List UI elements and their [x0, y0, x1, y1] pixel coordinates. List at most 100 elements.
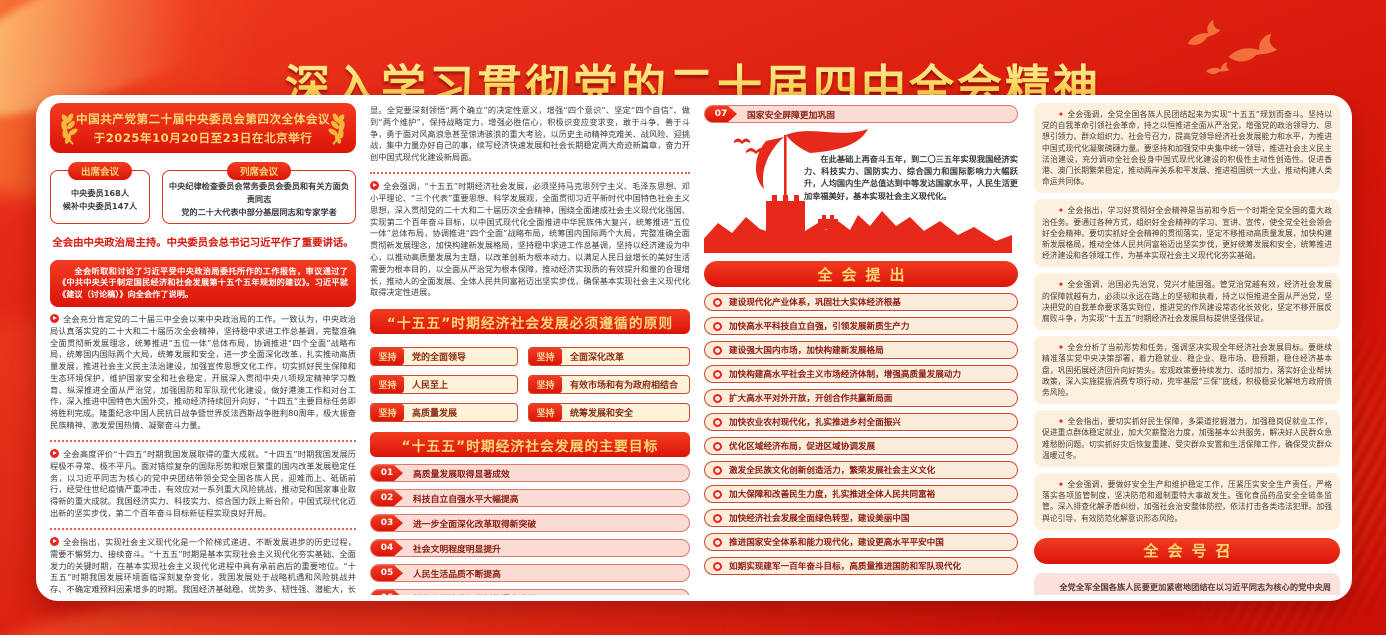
laurel-icon [61, 113, 78, 145]
proposal-item: 加快农业农村现代化，扎实推进乡村全面振兴 [704, 413, 1018, 431]
goal-number: 05 [371, 565, 403, 582]
proposal-item: 推进国家安全体系和能力现代化，建设更高水平平安中国 [704, 533, 1018, 551]
paragraph-card: ✦ 全会强调，治国必先治党，党兴才能国强。管党治党越有效，经济社会发展的保障就越有… [1034, 273, 1340, 331]
arrow-bullet-icon [370, 181, 379, 191]
host-statement: 全会由中央政治局主持。中央委员会总书记习近平作了重要讲话。 [52, 237, 354, 249]
goal-item: 01 高质量发展取得显著成效 [370, 464, 690, 483]
principle-chip: 坚持 [371, 404, 404, 422]
arrow-bullet-icon [50, 449, 59, 459]
attend-label: 出席会议 [67, 162, 133, 180]
attend-line: 候补中央委员147人 [62, 200, 138, 211]
goal-number: 03 [371, 515, 403, 532]
circle-bullet-icon [713, 489, 722, 499]
plenum-proposals-banner: 全会提出 [704, 261, 1018, 287]
principle-pill: 坚持 高质量发展 [370, 403, 518, 423]
principle-chip: 坚持 [529, 404, 562, 422]
star-bullet-icon: ✦ [1057, 417, 1065, 427]
session-banner: 中国共产党第二十届中央委员会第四次全体会议 于2025年10月20日至23日在北… [50, 103, 356, 153]
attend-line: 中央委员168人 [70, 187, 130, 198]
dotted-divider [370, 172, 690, 175]
observe-box: 列席会议 中央纪律检查委员会常务委员会委员和有关方面负责同志 党的二十大代表中部… [162, 162, 356, 224]
circle-bullet-icon [713, 441, 722, 451]
goal-number: 01 [371, 465, 403, 482]
circle-bullet-icon [713, 417, 722, 427]
report-box: 全会听取和讨论了习近平受中央政治局委托所作的工作报告，审议通过了《中共中央关于制… [50, 259, 356, 307]
dotted-divider [50, 440, 356, 443]
proposal-item: 加快构建高水平社会主义市场经济体制，增强高质量发展动力 [704, 365, 1018, 383]
proposal-item: 加快高水平科技自立自强，引领发展新质生产力 [704, 317, 1018, 335]
goals-title-banner: “十五五”时期经济社会发展的主要目标 [370, 432, 690, 458]
proposal-item: 建设现代化产业体系，巩固壮大实体经济根基 [704, 293, 1018, 311]
paragraph: 全会强调，“十五五”时期经济社会发展，必须坚持马克思列宁主义、毛泽东思想、邓小平… [370, 181, 690, 298]
goal-item: 06 美丽中国建设取得新的重大进展 [370, 589, 690, 595]
arrow-bullet-icon [50, 537, 59, 547]
principle-chip: 坚持 [371, 348, 404, 366]
attendance-boxes: 出席会议 中央委员168人 候补中央委员147人 列席会议 中央纪律检查委员会常… [50, 162, 356, 224]
goal-number: 04 [371, 540, 403, 557]
circle-bullet-icon [713, 513, 722, 523]
session-banner-line1: 中国共产党第二十届中央委员会第四次全体会议 [76, 111, 330, 126]
circle-bullet-icon [713, 369, 722, 379]
plenum-call-banner: 全会号召 [1034, 537, 1340, 564]
proposal-item: 激发全民族文化创新创造活力，繁荣发展社会主义文化 [704, 461, 1018, 479]
paragraph-card: ✦ 全会强调，全党全国各族人民团结起来为实现“十五五”规划而奋斗。坚持以党的自我革… [1034, 103, 1340, 194]
star-bullet-icon: ✦ [1057, 206, 1065, 216]
principle-pill: 坚持 统筹发展和安全 [528, 403, 690, 423]
paragraph-card: ✦ 全会强调，要做好安全生产和维护稳定工作，压紧压实安全生产责任，严格落实各项监管… [1034, 473, 1340, 530]
principle-pill: 坚持 党的全面领导 [370, 347, 518, 367]
call-text: 全党全军全国各族人民要更加紧密地团结在以习近平同志为核心的党中央周围，为基本实现… [1043, 581, 1331, 595]
principle-chip: 坚持 [529, 376, 562, 394]
principle-pill: 坚持 有效市场和有为政府相结合 [528, 375, 690, 395]
proposal-list: 建设现代化产业体系，巩固壮大实体经济根基 加快高水平科技自立自强，引领发展新质生… [704, 293, 1018, 575]
proposal-item: 加快经济社会发展全面绿色转型，建设美丽中国 [704, 509, 1018, 527]
circle-bullet-icon [713, 297, 722, 307]
attend-box: 出席会议 中央委员168人 候补中央委员147人 [50, 162, 150, 224]
arrow-bullet-icon [50, 313, 59, 323]
paragraph: 全会指出，实现社会主义现代化是一个阶梯式递进、不断发展进步的历史过程，需要不懈努… [50, 537, 356, 595]
circle-bullet-icon [713, 537, 722, 547]
proposal-item: 建设强大国内市场，加快构建新发展格局 [704, 341, 1018, 359]
circle-bullet-icon [713, 393, 722, 403]
paragraph: 全会充分肯定党的二十届三中全会以来中央政治局的工作。一致认为，中央政治局认真落实… [50, 313, 356, 431]
column-principles-goals: 显。全党要深刻领悟“两个确立”的决定性意义，增强“四个意识”、坚定“四个自信”、… [370, 103, 690, 595]
content-panel: 中国共产党第二十届中央委员会第四次全体会议 于2025年10月20日至23日在北… [36, 95, 1352, 601]
star-bullet-icon: ✦ [1057, 343, 1065, 353]
paragraph: 全会高度评价“十四五”时期我国发展取得的重大成就。“十四五”时期我国发展历程极不… [50, 449, 356, 519]
circle-bullet-icon [713, 465, 722, 475]
report-text: 全会听取和讨论了习近平受中央政治局委托所作的工作报告，审议通过了《中共中央关于制… [58, 265, 348, 300]
goal-item: 07 国家安全屏障更加巩固 [704, 105, 1018, 123]
circle-bullet-icon [713, 345, 722, 355]
laurel-icon [328, 113, 345, 145]
column-session-info: 中国共产党第二十届中央委员会第四次全体会议 于2025年10月20日至23日在北… [50, 103, 356, 595]
goals-list: 01 高质量发展取得显著成效 02 科技自立自强水平大幅提高 03 进一步全面深… [370, 464, 690, 595]
column-plenum-proposals: 07 国家安全屏障更加巩固 在此基础上再奋斗五年， [704, 103, 1018, 595]
principles-grid: 坚持 党的全面领导 坚持 全面深化改革 坚持 人民至上 坚持 有效市场和有为政府… [370, 347, 690, 423]
proposal-item: 扩大高水平对外开放，开创合作共赢新局面 [704, 389, 1018, 407]
star-bullet-icon: ✦ [1057, 110, 1065, 119]
session-banner-line2: 于2025年10月20日至23日在北京举行 [93, 130, 313, 145]
star-bullet-icon: ✦ [1057, 480, 1065, 490]
proposal-item: 加大保障和改善民生力度，扎实推进全体人民共同富裕 [704, 485, 1018, 503]
vision-block: 在此基础上再奋斗五年，到二〇三五年实现我国经济实力、科技实力、国防实力、综合国力… [704, 127, 1018, 253]
principle-pill: 坚持 全面深化改革 [528, 347, 690, 367]
proposal-item: 优化区域经济布局，促进区域协调发展 [704, 437, 1018, 455]
principle-chip: 坚持 [529, 348, 562, 366]
doves-icon [1174, 16, 1294, 86]
star-bullet-icon: ✦ [1057, 280, 1065, 290]
circle-bullet-icon [713, 561, 722, 571]
goal-number: 06 [371, 590, 403, 595]
paragraph-continuation: 显。全党要深刻领悟“两个确立”的决定性意义，增强“四个意识”、坚定“四个自信”、… [370, 105, 690, 163]
goal-item: 05 人民生活品质不断提高 [370, 564, 690, 583]
observe-label: 列席会议 [226, 162, 292, 180]
principle-pill: 坚持 人民至上 [370, 375, 518, 395]
goal-item: 03 进一步全面深化改革取得新突破 [370, 514, 690, 533]
paragraph-card: ✦ 全会指出，学习好贯彻好全会精神是当前和今后一个时期全党全国的重大政治任务。要通… [1034, 199, 1340, 268]
paragraph-card: ✦ 全会分析了当前形势和任务，强调坚决实现全年经济社会发展目标。要继续精准落实党中… [1034, 336, 1340, 405]
goal-number: 02 [371, 490, 403, 507]
vision-2035-text: 在此基础上再奋斗五年，到二〇三五年实现我国经济实力、科技实力、国防实力、综合国力… [804, 154, 1018, 201]
great-wall-illustration [704, 129, 1012, 253]
goal-item: 04 社会文明程度明显提升 [370, 539, 690, 558]
observe-line: 党的二十大代表中部分基层同志和专家学者 [181, 207, 337, 217]
goal-item: 02 科技自立自强水平大幅提高 [370, 489, 690, 508]
